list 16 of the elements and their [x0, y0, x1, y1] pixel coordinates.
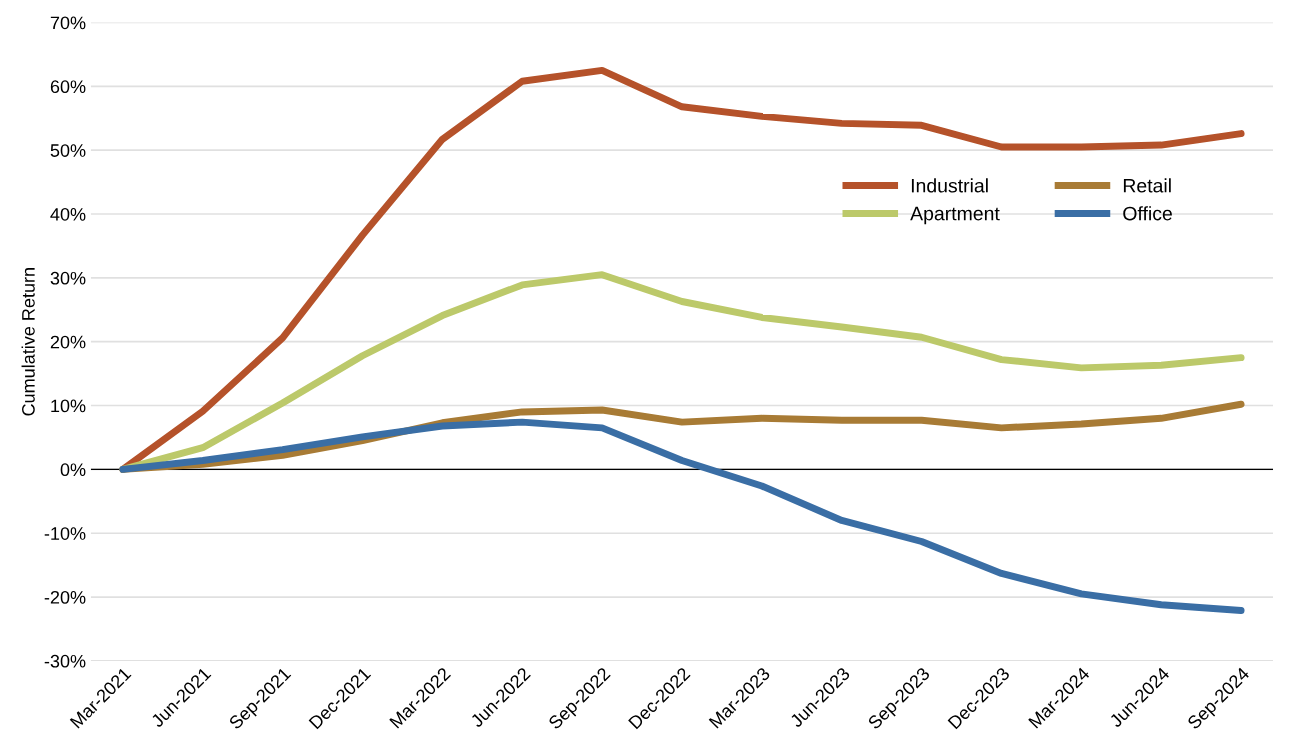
legend-label: Industrial	[911, 178, 988, 193]
y-tick-label: 40%	[50, 207, 86, 221]
y-tick-label: 10%	[51, 399, 86, 413]
y-tick-label: 60%	[50, 80, 86, 94]
legend-label: Retail	[1123, 178, 1171, 193]
y-tick-label: 30%	[50, 271, 86, 285]
y-tick-label: 50%	[50, 144, 86, 157]
y-tick-label: 20%	[50, 335, 86, 349]
legend-label: Office	[1123, 206, 1172, 221]
y-tick-label: -20%	[44, 590, 86, 604]
y-tick-label: 70%	[50, 16, 86, 30]
legend-label: Apartment	[910, 206, 1000, 225]
y-axis-title: Cumulative Return	[21, 268, 35, 416]
y-tick-label: -10%	[44, 527, 86, 540]
y-tick-label: 0%	[60, 463, 86, 477]
y-tick-label: -30%	[44, 654, 86, 668]
